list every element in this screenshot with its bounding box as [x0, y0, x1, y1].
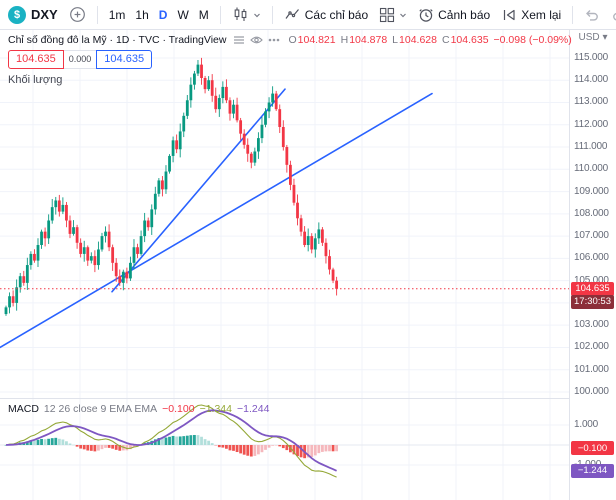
indicators-icon — [285, 9, 299, 19]
currency-toggle[interactable]: USD ▾ — [570, 32, 616, 43]
ohlc-values: O 104.821 H 104.878 L 104.628 C 104.635 −0.0… — [288, 34, 572, 46]
redo-button[interactable] — [606, 4, 616, 26]
replay-button[interactable]: Xem lại — [496, 4, 566, 26]
macd-params: 12 26 close 9 EMA EMA — [43, 403, 158, 415]
undo-icon — [586, 9, 599, 21]
legend-more-icon[interactable] — [268, 38, 280, 42]
toolbar-separator — [219, 5, 221, 24]
chart-area: USD ▾ 104.635 17:30:53 −0.100 −1.244 115… — [0, 29, 616, 500]
indicator-templates-button[interactable] — [374, 4, 412, 26]
indicators-button[interactable]: Các chỉ báo — [279, 4, 373, 26]
price-pane[interactable] — [0, 29, 570, 398]
compare-add-button[interactable] — [64, 4, 91, 26]
price-tick-label: 108.000 — [574, 207, 609, 219]
price-tick-label: 107.000 — [574, 230, 609, 242]
macd-legend[interactable]: MACD 12 26 close 9 EMA EMA −0.100 −1.344… — [8, 403, 269, 415]
toolbar-separator — [271, 5, 273, 24]
top-toolbar: $ DXY 1m 1h D W M Các chỉ báo Cảnh báo Xem l… — [0, 0, 616, 30]
buy-button[interactable]: 104.635 — [96, 50, 153, 69]
macd-signal-badge: −1.244 — [571, 463, 614, 478]
interval-button-W[interactable]: W — [172, 4, 193, 26]
currency-label: USD — [578, 32, 600, 43]
price-tick-label: 112.000 — [574, 118, 609, 130]
price-tick-label: 115.000 — [574, 51, 609, 63]
macd-line-value: −1.344 — [199, 403, 232, 415]
symbol-logo-icon: $ — [8, 5, 26, 24]
chart-style-button[interactable] — [227, 4, 266, 26]
alarm-clock-icon — [419, 8, 433, 22]
bar-countdown-badge: 17:30:53 — [571, 294, 614, 309]
alert-label: Cảnh báo — [438, 7, 491, 22]
macd-tick-label: 1.000 — [574, 419, 599, 430]
interval-group: 1m 1h D W M — [104, 4, 214, 26]
legend-menu-icon[interactable] — [233, 35, 245, 45]
price-tick-label: 102.000 — [574, 341, 609, 353]
interval-button-M[interactable]: M — [194, 4, 214, 26]
interval-button-1m[interactable]: 1m — [104, 4, 131, 26]
macd-histogram-badge: −0.100 — [571, 441, 614, 455]
chart-plot[interactable] — [0, 29, 570, 500]
change-value: −0.098 (−0.09%) — [493, 34, 572, 46]
price-tick-label: 103.000 — [574, 319, 609, 331]
symbol-name: DXY — [31, 7, 58, 22]
price-tick-label: 114.000 — [574, 74, 609, 86]
open-value: 104.821 — [297, 34, 336, 46]
spread-value: 0.000 — [63, 50, 97, 69]
candlestick-style-icon — [234, 7, 247, 21]
chevron-down-icon: ▾ — [602, 32, 608, 43]
alert-button[interactable]: Cảnh báo — [413, 4, 495, 26]
redo-icon — [613, 12, 616, 20]
grid-layout-icon — [380, 7, 395, 22]
indicators-label: Các chỉ báo — [304, 7, 369, 22]
replay-icon — [504, 9, 515, 20]
symbol-legend: Chỉ số đồng đô la Mỹ · 1D · TVC · Tradin… — [8, 34, 572, 86]
chevron-down-icon — [400, 13, 407, 17]
pane-separator[interactable] — [0, 398, 616, 399]
low-value: 104.628 — [399, 34, 437, 46]
replay-label: Xem lại — [521, 7, 562, 22]
price-tick-label: 111.000 — [574, 141, 608, 153]
chevron-down-icon — [253, 13, 260, 17]
symbol-button[interactable]: $ DXY — [6, 4, 63, 26]
sell-button[interactable]: 104.635 — [8, 50, 64, 69]
current-price-badge: 104.635 — [571, 281, 614, 296]
macd-pane[interactable] — [0, 399, 570, 500]
price-tick-label: 113.000 — [574, 96, 609, 108]
interval-button-1h[interactable]: 1h — [130, 4, 153, 26]
price-tick-label: 101.000 — [574, 363, 609, 375]
undo-button[interactable] — [579, 4, 605, 26]
chart-title[interactable]: Chỉ số đồng đô la Mỹ · 1D · TVC · Tradin… — [8, 34, 227, 46]
trade-widget: 104.635 0.000 104.635 — [8, 50, 153, 69]
macd-hist-value: −0.100 — [162, 403, 195, 415]
macd-title: MACD — [8, 403, 39, 415]
price-tick-label: 106.000 — [574, 252, 609, 264]
close-value: 104.635 — [450, 34, 489, 46]
price-axis[interactable]: USD ▾ 104.635 17:30:53 −0.100 −1.244 115… — [569, 29, 616, 500]
plus-circle-icon — [69, 7, 85, 22]
price-tick-label: 110.000 — [574, 163, 609, 175]
price-tick-label: 109.000 — [574, 185, 609, 197]
price-tick-label: 100.000 — [574, 385, 609, 397]
toolbar-separator — [96, 5, 98, 24]
price-tick-label: 105.000 — [574, 274, 609, 286]
interval-button-D[interactable]: D — [154, 4, 173, 26]
toolbar-separator — [572, 5, 574, 24]
macd-signal-value: −1.244 — [237, 403, 270, 415]
high-value: 104.878 — [349, 34, 388, 46]
legend-eye-icon[interactable] — [250, 35, 264, 45]
volume-legend[interactable]: Khối lượng — [8, 74, 63, 86]
